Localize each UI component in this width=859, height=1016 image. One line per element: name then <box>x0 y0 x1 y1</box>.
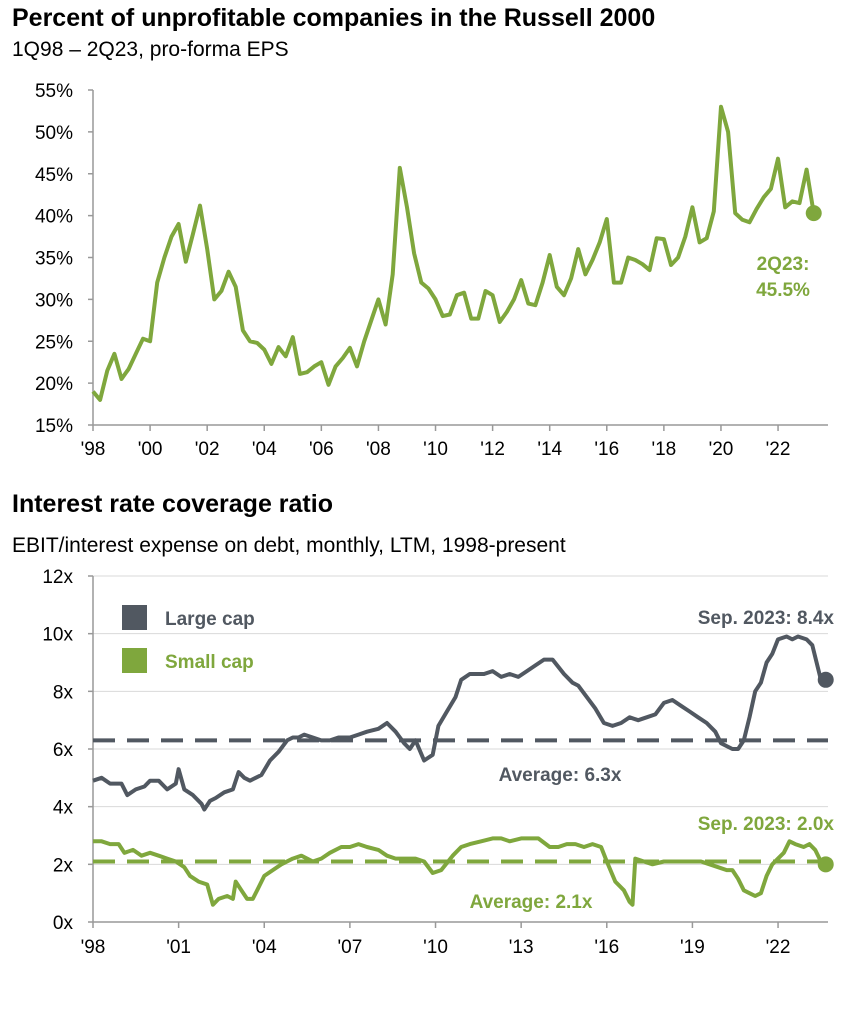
x-tick-label: '12 <box>480 439 505 460</box>
x-tick-label: '18 <box>651 439 676 460</box>
y-tick-label: 8x <box>53 682 74 703</box>
y-tick-label: 0x <box>53 913 74 934</box>
y-tick-label: 2x <box>53 855 74 876</box>
x-tick-label: '00 <box>138 439 163 460</box>
y-tick-label: 4x <box>53 798 74 819</box>
x-tick-label: '10 <box>423 937 448 958</box>
x-tick-label: '16 <box>594 439 619 460</box>
x-tick-label: '13 <box>509 937 534 958</box>
small-cap-series-line <box>93 836 827 907</box>
chart2-title: Interest rate coverage ratio <box>12 490 333 518</box>
large-cap-average-label: Average: 6.3x <box>499 765 622 786</box>
unprofitable-companies-chart: 15% 20% 25% 30% 35% 40% 45% 50% 55% '98 '00 '02 '04 '… <box>35 81 828 460</box>
large-cap-latest-marker <box>817 671 834 688</box>
latest-point-marker <box>805 205 822 222</box>
x-tick-label: '06 <box>309 439 334 460</box>
small-cap-latest-marker <box>817 856 834 873</box>
x-tick-label: '10 <box>423 439 448 460</box>
x-tick-label: '22 <box>766 439 791 460</box>
x-tick-label: '98 <box>81 439 106 460</box>
x-tick-label: '16 <box>594 937 619 958</box>
unprofitable-series-line <box>91 104 816 402</box>
x-tick-label: '20 <box>709 439 734 460</box>
x-tick-label: '98 <box>81 937 106 958</box>
x-tick-label: '14 <box>537 439 562 460</box>
legend-label: Small cap <box>165 652 254 673</box>
y-tick-label: 40% <box>35 207 73 228</box>
chart1-title: Percent of unprofitable companies in the… <box>12 4 656 32</box>
y-tick-label: 50% <box>35 123 73 144</box>
latest-label-line1: 2Q23: <box>757 254 810 275</box>
latest-label-line2: 45.5% <box>756 280 810 301</box>
y-tick-label: 20% <box>35 374 73 395</box>
y-tick-label: 35% <box>35 249 73 270</box>
y-tick-label: 45% <box>35 165 73 186</box>
x-tick-label: '08 <box>366 439 391 460</box>
x-tick-label: '02 <box>195 439 220 460</box>
large-cap-latest-label: Sep. 2023: 8.4x <box>698 608 835 629</box>
chart1-subtitle: 1Q98 – 2Q23, pro-forma EPS <box>12 38 289 61</box>
x-tick-label: '07 <box>338 937 363 958</box>
y-tick-label: 15% <box>35 416 73 437</box>
x-tick-label: '22 <box>766 937 791 958</box>
y-tick-label: 6x <box>53 740 74 761</box>
legend-swatch <box>122 648 147 673</box>
legend-label: Large cap <box>165 609 255 630</box>
large-cap-series-line <box>92 634 826 812</box>
x-tick-label: '19 <box>680 937 705 958</box>
small-cap-latest-label: Sep. 2023: 2.0x <box>698 814 835 835</box>
y-tick-label: 10x <box>42 625 73 646</box>
y-tick-label: 12x <box>42 567 73 588</box>
x-tick-label: '04 <box>252 937 277 958</box>
small-cap-average-label: Average: 2.1x <box>470 892 593 913</box>
x-tick-label: '04 <box>252 439 277 460</box>
y-tick-label: 55% <box>35 81 73 102</box>
y-tick-label: 30% <box>35 290 73 311</box>
y-tick-label: 25% <box>35 332 73 353</box>
chart2-subtitle: EBIT/interest expense on debt, monthly, … <box>12 534 566 557</box>
legend-swatch <box>122 605 147 630</box>
x-tick-label: '01 <box>166 937 191 958</box>
